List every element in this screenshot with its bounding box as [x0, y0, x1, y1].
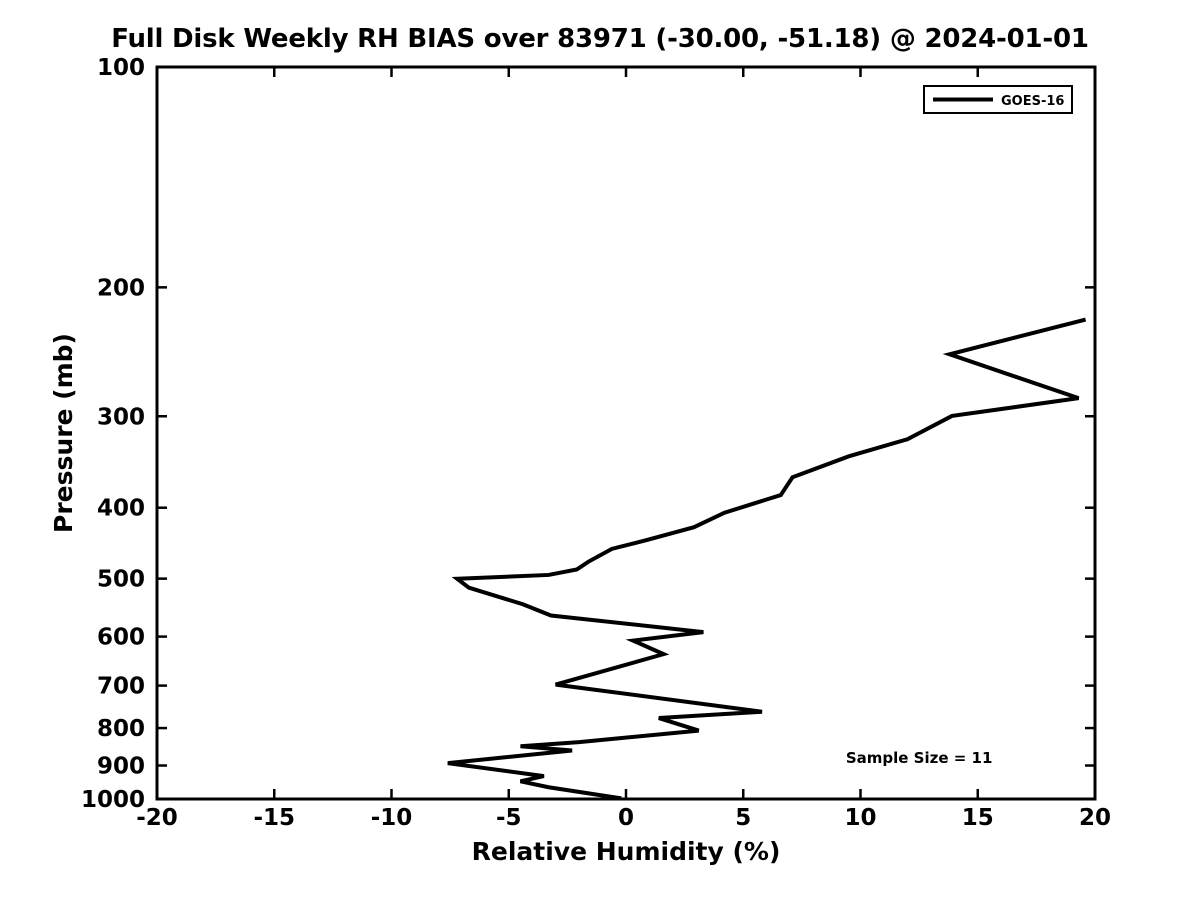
x-tick-label: 10 [844, 805, 876, 831]
x-tick-label: -10 [371, 805, 413, 831]
x-tick-label: 5 [735, 805, 751, 831]
x-tick-label: -20 [136, 805, 178, 831]
y-tick-label: 800 [97, 716, 145, 742]
x-tick-label: -15 [253, 805, 295, 831]
y-tick-label: 400 [97, 496, 145, 522]
annotation-sample-size: Sample Size = 11 [846, 749, 993, 767]
y-tick-label: 200 [97, 275, 145, 301]
x-axis-title: Relative Humidity (%) [472, 837, 781, 866]
chart-annotations: Sample Size = 11 [846, 749, 993, 767]
x-tick-label: 15 [962, 805, 994, 831]
x-tick-label: 20 [1079, 805, 1111, 831]
y-tick-label: 500 [97, 567, 145, 593]
x-tick-label: -5 [496, 805, 522, 831]
y-tick-label: 100 [97, 55, 145, 81]
y-tick-label: 700 [97, 674, 145, 700]
y-tick-label: 300 [97, 404, 145, 430]
data-line-goes-16 [447, 317, 1087, 801]
x-axis-tick-marks [155, 67, 1097, 799]
axes-frame [155, 65, 1097, 801]
y-tick-label: 600 [97, 625, 145, 651]
y-axis-tick-marks [157, 65, 1095, 801]
data-series-group [447, 317, 1087, 801]
legend-label-goes-16: GOES-16 [1001, 94, 1064, 109]
y-tick-label: 1000 [81, 787, 145, 813]
page-title: Full Disk Weekly RH BIAS over 83971 (-30… [111, 24, 1089, 54]
y-axis-title: Pressure (mb) [49, 333, 78, 533]
chart-legend[interactable]: GOES-16 [923, 85, 1073, 114]
x-axis-tick-labels: -20 -15 -10 -5 0 5 10 15 20 [136, 805, 1111, 831]
y-axis-tick-labels: 100 200 300 400 500 600 700 800 900 1000 [81, 55, 145, 813]
y-tick-label: 900 [97, 754, 145, 780]
x-tick-label: 0 [618, 805, 634, 831]
